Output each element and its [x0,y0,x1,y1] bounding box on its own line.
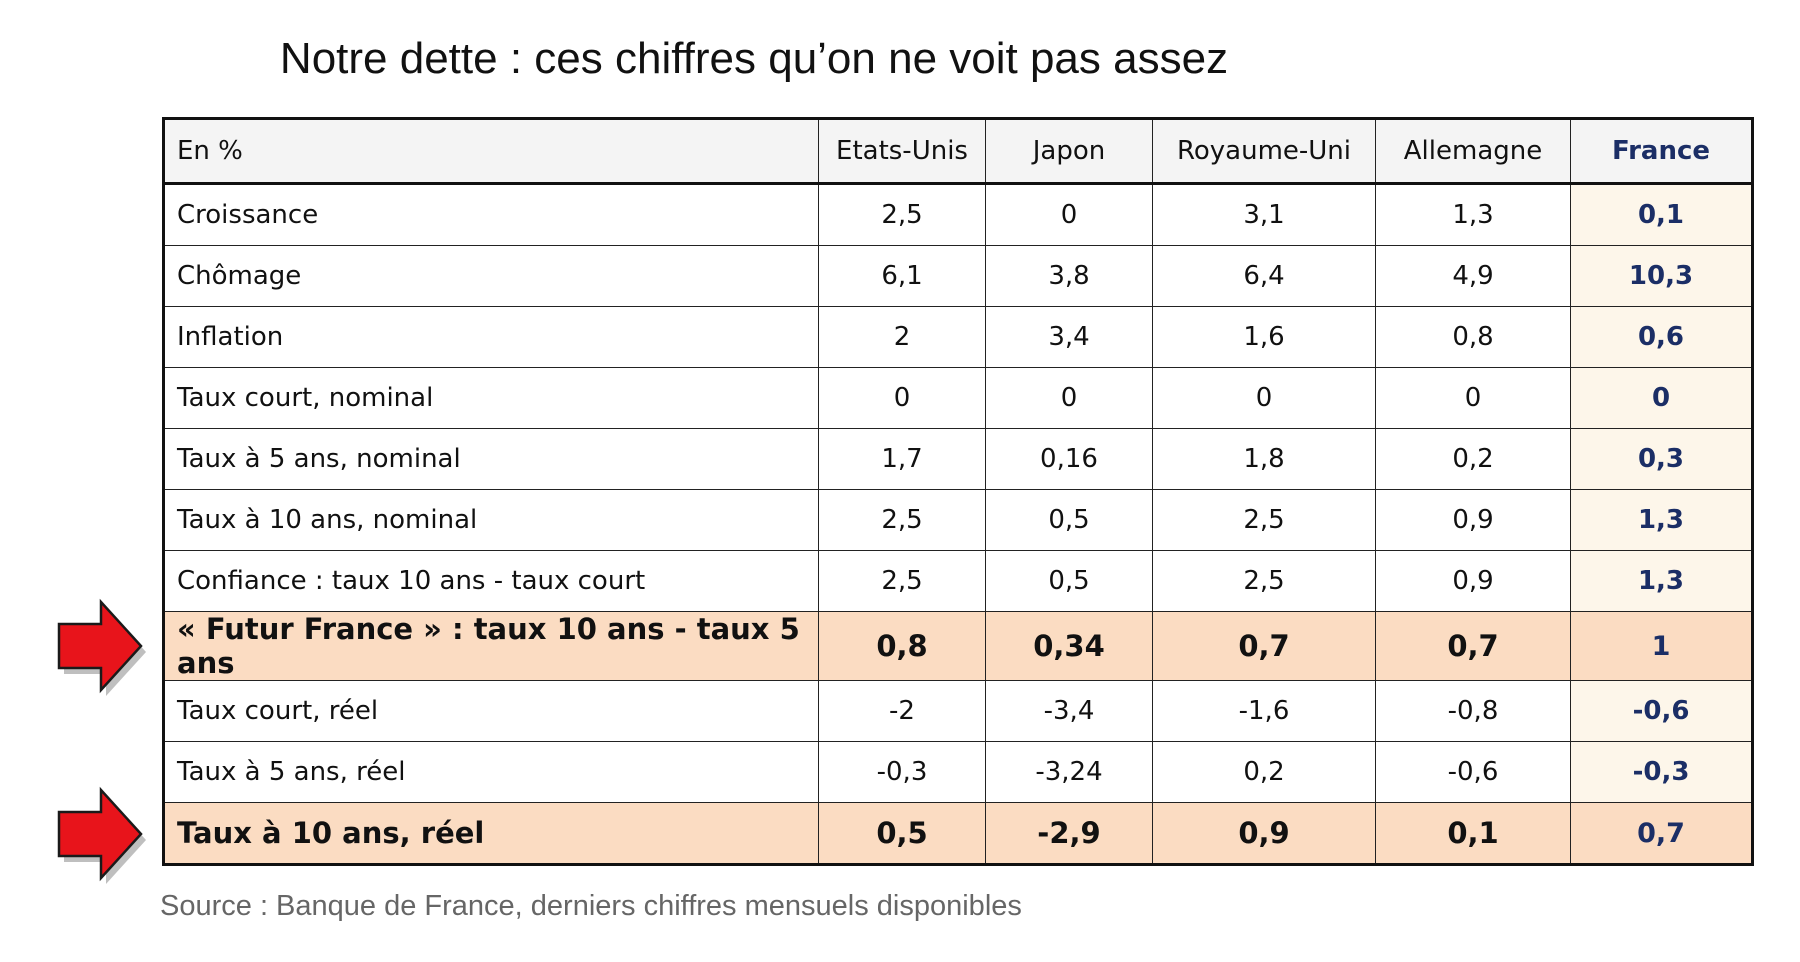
cell-japon: 0 [985,183,1153,246]
table-row: Confiance : taux 10 ans - taux court 2,5 0… [163,550,1753,612]
cell-etats-unis: -0,3 [818,741,986,803]
cell-allemagne: 0 [1375,367,1571,429]
cell-allemagne: 0,1 [1375,802,1571,865]
cell-royaume-uni: 3,1 [1152,183,1376,246]
table-header-row: En % Etats-Unis Japon Royaume-Uni Allema… [163,118,1753,185]
red-arrow-icon [57,786,146,884]
row-label: Inflation [163,306,819,368]
cell-allemagne: 0,2 [1375,428,1571,490]
cell-royaume-uni: 0,9 [1152,802,1376,865]
cell-japon: -2,9 [985,802,1153,865]
cell-etats-unis: 2,5 [818,489,986,551]
cell-france: 1,3 [1570,550,1753,612]
cell-etats-unis: 1,7 [818,428,986,490]
cell-japon: 0,34 [985,611,1153,681]
cell-france: 0,6 [1570,306,1753,368]
row-label: Croissance [163,183,819,246]
data-table-container: En % Etats-Unis Japon Royaume-Uni Allema… [162,117,1754,866]
cell-allemagne: -0,8 [1375,680,1571,742]
cell-allemagne: 0,7 [1375,611,1571,681]
data-table: En % Etats-Unis Japon Royaume-Uni Allema… [162,117,1754,866]
cell-japon: -3,4 [985,680,1153,742]
cell-etats-unis: 2 [818,306,986,368]
cell-allemagne: 0,8 [1375,306,1571,368]
column-header-label: En % [163,118,819,185]
table-row: Inflation 2 3,4 1,6 0,8 0,6 [163,306,1753,368]
table-row: Chômage 6,1 3,8 6,4 4,9 10,3 [163,245,1753,307]
row-label: Taux à 5 ans, nominal [163,428,819,490]
cell-etats-unis: -2 [818,680,986,742]
cell-france: -0,3 [1570,741,1753,803]
cell-allemagne: 4,9 [1375,245,1571,307]
cell-japon: 3,8 [985,245,1153,307]
cell-japon: 0,5 [985,489,1153,551]
cell-royaume-uni: 0,2 [1152,741,1376,803]
cell-etats-unis: 0 [818,367,986,429]
row-label: Taux à 10 ans, réel [163,802,819,865]
cell-royaume-uni: 2,5 [1152,489,1376,551]
table-row: Taux à 10 ans, nominal 2,5 0,5 2,5 0,9 1,3 [163,489,1753,551]
cell-allemagne: 0,9 [1375,489,1571,551]
cell-allemagne: 1,3 [1375,183,1571,246]
cell-japon: 0,5 [985,550,1153,612]
cell-france: 0,3 [1570,428,1753,490]
cell-etats-unis: 0,5 [818,802,986,865]
cell-royaume-uni: 2,5 [1152,550,1376,612]
cell-japon: 3,4 [985,306,1153,368]
cell-royaume-uni: -1,6 [1152,680,1376,742]
cell-france: 1 [1570,611,1753,681]
page-title: Notre dette : ces chiffres qu’on ne voit… [279,34,1229,83]
cell-royaume-uni: 1,6 [1152,306,1376,368]
cell-royaume-uni: 0 [1152,367,1376,429]
cell-france: -0,6 [1570,680,1753,742]
column-header-allemagne: Allemagne [1375,118,1571,185]
row-label: Taux à 10 ans, nominal [163,489,819,551]
row-label: Taux court, nominal [163,367,819,429]
cell-etats-unis: 2,5 [818,550,986,612]
cell-etats-unis: 6,1 [818,245,986,307]
row-label: Confiance : taux 10 ans - taux court [163,550,819,612]
row-label: Taux court, réel [163,680,819,742]
cell-japon: 0,16 [985,428,1153,490]
cell-etats-unis: 0,8 [818,611,986,681]
table-row-highlighted: « Futur France » : taux 10 ans - taux 5 … [163,611,1753,681]
cell-france: 0,1 [1570,183,1753,246]
cell-japon: 0 [985,367,1153,429]
cell-france: 1,3 [1570,489,1753,551]
row-label: Chômage [163,245,819,307]
row-label: Taux à 5 ans, réel [163,741,819,803]
column-header-france: France [1570,118,1753,185]
column-header-etats-unis: Etats-Unis [818,118,986,185]
cell-royaume-uni: 1,8 [1152,428,1376,490]
red-arrow-icon [57,598,146,696]
cell-royaume-uni: 6,4 [1152,245,1376,307]
cell-france: 0,7 [1570,802,1753,865]
cell-japon: -3,24 [985,741,1153,803]
column-header-japon: Japon [985,118,1153,185]
cell-royaume-uni: 0,7 [1152,611,1376,681]
source-note: Source : Banque de France, derniers chif… [160,890,1022,922]
table-row: Taux court, nominal 0 0 0 0 0 [163,367,1753,429]
table-row: Taux court, réel -2 -3,4 -1,6 -0,8 -0,6 [163,680,1753,742]
cell-allemagne: 0,9 [1375,550,1571,612]
table-row: Croissance 2,5 0 3,1 1,3 0,1 [163,183,1753,246]
row-label: « Futur France » : taux 10 ans - taux 5 … [163,611,819,681]
cell-france: 10,3 [1570,245,1753,307]
table-row: Taux à 5 ans, nominal 1,7 0,16 1,8 0,2 0,3 [163,428,1753,490]
table-body: Croissance 2,5 0 3,1 1,3 0,1 Chômage 6,1 3,8 6,4 4… [163,183,1753,865]
cell-france: 0 [1570,367,1753,429]
cell-allemagne: -0,6 [1375,741,1571,803]
column-header-royaume-uni: Royaume-Uni [1152,118,1376,185]
table-row: Taux à 5 ans, réel -0,3 -3,24 0,2 -0,6 -0,3 [163,741,1753,803]
table-row-highlighted: Taux à 10 ans, réel 0,5 -2,9 0,9 0,1 0,7 [163,802,1753,865]
cell-etats-unis: 2,5 [818,183,986,246]
